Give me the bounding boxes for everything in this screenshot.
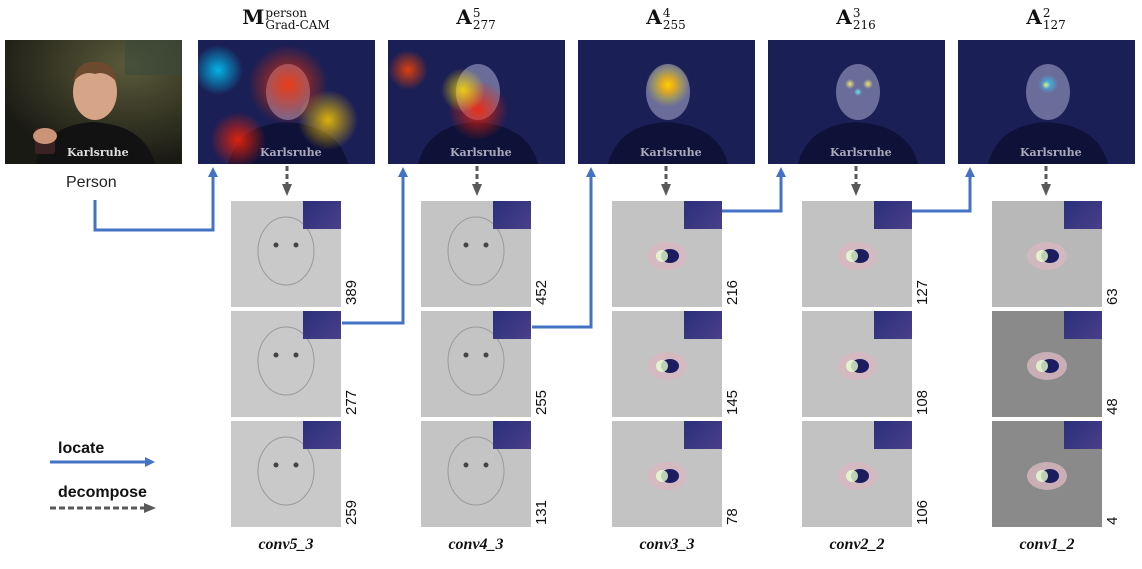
channel-number: 452 <box>533 279 550 305</box>
channel-number: 4 <box>1104 516 1121 525</box>
feature-tile <box>802 421 912 527</box>
svg-text:Karlsruhe: Karlsruhe <box>450 146 512 159</box>
svg-text:Karlsruhe: Karlsruhe <box>260 146 322 159</box>
locate-arrow-1 <box>93 167 218 232</box>
channel-number: 277 <box>343 389 360 415</box>
heatmap-image-5: Karlsruhe <box>958 40 1135 164</box>
title-sub: 216 <box>852 17 876 32</box>
title-base: A <box>836 5 852 29</box>
channel-number: 389 <box>343 279 360 305</box>
title-base: A <box>646 5 662 29</box>
column-title-3: A4 255 <box>646 5 685 31</box>
title-sup: 5 <box>472 5 481 20</box>
thumbnail <box>684 421 722 449</box>
thumbnail <box>1064 201 1102 229</box>
title-base: A <box>456 5 472 29</box>
title-scripts: 4 255 <box>663 7 686 31</box>
heatmap-image-3: Karlsruhe <box>578 40 755 164</box>
feature-tile <box>231 201 341 307</box>
heatmap-image-1: Karlsruhe <box>198 40 375 164</box>
channel-number: 255 <box>533 389 550 415</box>
channel-number: 63 <box>1104 288 1121 305</box>
feature-tile <box>992 201 1102 307</box>
title-scripts: person Grad-CAM <box>265 7 329 31</box>
feature-tile <box>802 311 912 417</box>
thumbnail <box>493 201 531 229</box>
thumbnail <box>493 311 531 339</box>
thumbnail <box>874 421 912 449</box>
title-sup: 3 <box>852 5 861 20</box>
feature-tile <box>612 311 722 417</box>
thumbnail <box>684 311 722 339</box>
title-scripts: 2 127 <box>1043 7 1066 31</box>
thumbnail <box>303 311 341 339</box>
layer-label: conv5_3 <box>258 536 314 553</box>
channel-number: 127 <box>914 279 931 305</box>
channel-number: 48 <box>1104 398 1121 415</box>
channel-number: 108 <box>914 389 931 415</box>
thumbnail <box>303 421 341 449</box>
feature-tile <box>421 421 531 527</box>
locate-arrow-2 <box>342 167 408 325</box>
svg-text:Karlsruhe: Karlsruhe <box>640 146 702 159</box>
feature-tile <box>802 201 912 307</box>
layer-label: conv3_3 <box>639 536 695 553</box>
title-sub: Grad-CAM <box>265 17 330 32</box>
title-sub: 255 <box>662 17 686 32</box>
channel-number: 259 <box>343 499 360 525</box>
layer-label: conv1_2 <box>1019 536 1075 553</box>
input-photo: Karlsruhe <box>5 40 182 164</box>
title-sup: person <box>265 5 308 20</box>
legend-locate-label: locate <box>58 440 105 457</box>
layer-label: conv4_3 <box>448 536 504 553</box>
heatmap-image-4: Karlsruhe <box>768 40 945 164</box>
channel-number: 216 <box>724 279 741 305</box>
column-title-4: A3 216 <box>836 5 875 31</box>
thumbnail <box>874 311 912 339</box>
channel-number: 131 <box>533 499 550 525</box>
svg-text:Karlsruhe: Karlsruhe <box>830 146 892 159</box>
thumbnail <box>874 201 912 229</box>
input-label: Person <box>66 174 117 191</box>
thumbnail <box>1064 311 1102 339</box>
channel-number: 106 <box>914 499 931 525</box>
title-sub: 127 <box>1042 17 1066 32</box>
feature-tile <box>992 421 1102 527</box>
locate-arrow-5 <box>912 167 975 213</box>
title-scripts: 5 277 <box>473 7 496 31</box>
thumbnail <box>493 421 531 449</box>
feature-tile <box>421 201 531 307</box>
title-base: M <box>242 5 265 29</box>
layer-label: conv2_2 <box>829 536 885 553</box>
heatmap-image-2: Karlsruhe <box>388 40 565 164</box>
feature-tile <box>231 311 341 417</box>
feature-tile <box>231 421 341 527</box>
thumbnail <box>303 201 341 229</box>
locate-arrow-4 <box>722 167 786 213</box>
column-title-1: Mperson Grad-CAM <box>242 5 330 31</box>
feature-tile <box>612 201 722 307</box>
svg-text:Karlsruhe: Karlsruhe <box>67 146 129 159</box>
feature-tile <box>992 311 1102 417</box>
column-title-5: A2 127 <box>1026 5 1065 31</box>
svg-text:Karlsruhe: Karlsruhe <box>1020 146 1082 159</box>
channel-number: 145 <box>724 389 741 415</box>
column-title-2: A5 277 <box>456 5 495 31</box>
title-sup: 4 <box>662 5 671 20</box>
locate-arrow-3 <box>532 167 596 329</box>
legend-decompose-label: decompose <box>58 484 147 501</box>
title-scripts: 3 216 <box>853 7 876 31</box>
feature-tile <box>421 311 531 417</box>
title-base: A <box>1026 5 1042 29</box>
thumbnail <box>1064 421 1102 449</box>
channel-number: 78 <box>724 508 741 525</box>
title-sub: 277 <box>472 17 496 32</box>
thumbnail <box>684 201 722 229</box>
title-sup: 2 <box>1042 5 1051 20</box>
feature-tile <box>612 421 722 527</box>
